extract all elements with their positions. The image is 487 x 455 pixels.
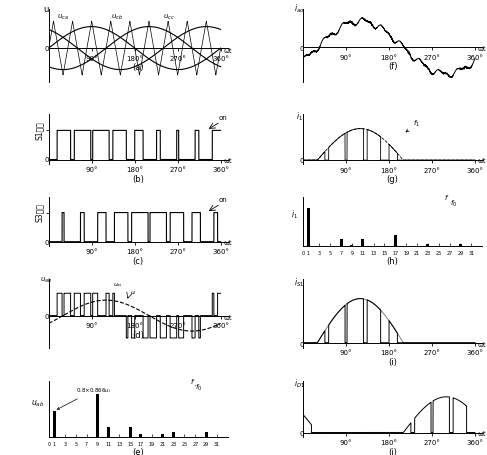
Text: S1状态: S1状态 <box>35 121 43 140</box>
Bar <box>161 434 164 437</box>
Text: $f_0$: $f_0$ <box>450 198 457 208</box>
Bar <box>307 208 310 246</box>
X-axis label: (f): (f) <box>388 62 397 71</box>
Text: ωt: ωt <box>223 158 232 164</box>
Y-axis label: $u_{ab}$: $u_{ab}$ <box>31 398 44 409</box>
Bar <box>339 239 342 246</box>
Text: ωt: ωt <box>477 46 486 52</box>
Text: $i_{ao}$: $i_{ao}$ <box>295 3 305 15</box>
Text: ωt: ωt <box>477 158 486 164</box>
X-axis label: (c): (c) <box>132 257 144 266</box>
Text: 0: 0 <box>45 314 49 320</box>
X-axis label: (j): (j) <box>388 448 397 455</box>
Text: $u_{cc}$: $u_{cc}$ <box>163 13 175 22</box>
Bar <box>53 411 56 437</box>
Text: S3状态: S3状态 <box>35 203 43 222</box>
Text: $i_1$: $i_1$ <box>296 110 303 122</box>
Y-axis label: $i_1$: $i_1$ <box>291 209 298 221</box>
Text: on: on <box>218 197 227 203</box>
Text: $u_{cb}$: $u_{cb}$ <box>111 13 123 22</box>
Bar <box>394 235 397 246</box>
Text: $u_{ab}$: $u_{ab}$ <box>40 276 53 285</box>
Text: on: on <box>218 115 227 121</box>
Bar <box>129 427 131 437</box>
Text: $f$: $f$ <box>444 192 450 202</box>
Bar <box>205 432 207 437</box>
Text: 0.8×0.866$u_i$: 0.8×0.866$u_i$ <box>57 386 111 410</box>
Text: 0: 0 <box>299 46 304 51</box>
Bar <box>426 244 430 246</box>
X-axis label: (g): (g) <box>387 175 398 184</box>
Text: u: u <box>43 5 48 14</box>
Text: 0: 0 <box>299 158 304 164</box>
Text: $u_{ai}$: $u_{ai}$ <box>113 282 123 289</box>
Text: ωt: ωt <box>223 315 232 321</box>
Text: $i_{D1}$: $i_{D1}$ <box>295 377 305 389</box>
Bar <box>361 239 364 246</box>
X-axis label: (d): (d) <box>132 331 144 339</box>
Bar <box>96 394 99 437</box>
Text: $f_1$: $f_1$ <box>406 118 420 132</box>
Text: 0: 0 <box>45 240 49 246</box>
Text: $i_{S1}$: $i_{S1}$ <box>295 276 305 289</box>
Text: ωt: ωt <box>223 48 232 54</box>
Bar <box>139 434 143 437</box>
X-axis label: (a): (a) <box>132 63 144 72</box>
X-axis label: (i): (i) <box>388 358 397 367</box>
Text: $u_i$: $u_i$ <box>130 289 137 297</box>
Bar <box>350 244 354 246</box>
X-axis label: (e): (e) <box>132 448 144 455</box>
Text: 0: 0 <box>299 431 304 437</box>
X-axis label: (h): (h) <box>387 257 398 266</box>
Text: 0: 0 <box>45 46 49 52</box>
Text: $u_{ca}$: $u_{ca}$ <box>57 12 69 22</box>
Text: 0: 0 <box>299 342 304 348</box>
Bar <box>459 244 462 246</box>
X-axis label: (b): (b) <box>132 175 144 183</box>
Text: $f_0$: $f_0$ <box>195 383 203 393</box>
Text: $f$: $f$ <box>190 377 195 386</box>
Bar <box>172 432 175 437</box>
Bar <box>107 427 110 437</box>
Text: 0: 0 <box>45 157 49 163</box>
Text: ωt: ωt <box>223 240 232 246</box>
Text: ωt: ωt <box>477 431 486 437</box>
Text: ωt: ωt <box>477 342 486 348</box>
